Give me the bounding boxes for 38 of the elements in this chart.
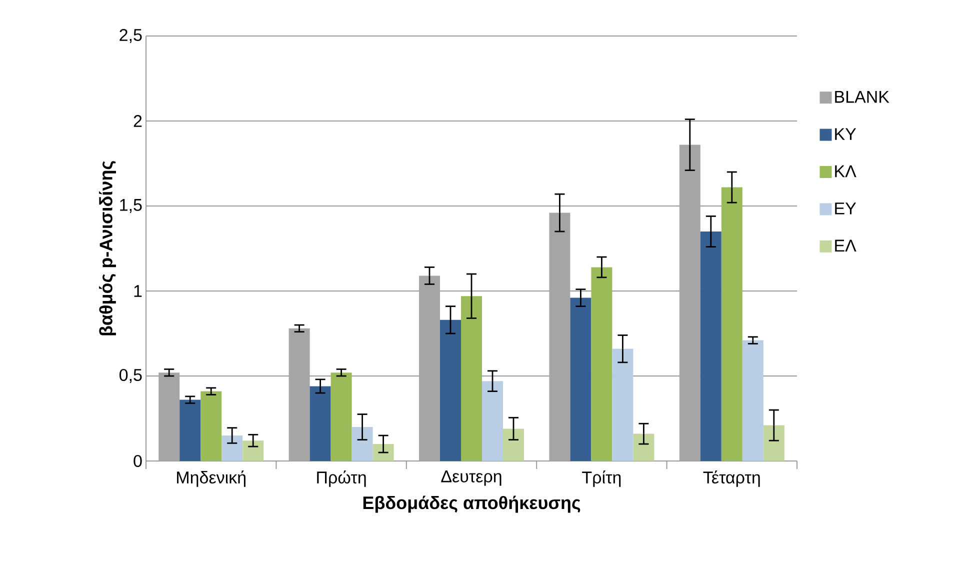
bar — [180, 400, 201, 461]
x-axis-title: Εβδομάδες αποθήκευσης — [363, 496, 580, 513]
legend-label: ΚΥ — [835, 128, 856, 140]
bar — [591, 267, 612, 461]
x-tick-label: Πρώτη — [317, 470, 366, 487]
y-axis-title: βαθμός p-Ανισιδίνης — [98, 161, 116, 336]
bar — [633, 434, 654, 461]
y-tick-label: 1 — [134, 285, 142, 297]
bar — [482, 381, 503, 461]
y-tick-label: 0,5 — [119, 368, 142, 384]
bar — [570, 298, 592, 461]
legend-label: ΕΥ — [835, 202, 856, 214]
legend-label: ΕΛ — [835, 240, 856, 252]
bar — [330, 372, 352, 461]
bar — [440, 320, 461, 461]
bar — [612, 348, 634, 461]
y-tick-label: 1,5 — [120, 199, 142, 213]
x-tick-label: Τρίτη — [582, 470, 621, 487]
legend-label: ΚΛ — [835, 165, 856, 178]
bar — [372, 444, 394, 461]
bar — [742, 340, 764, 461]
bar — [503, 428, 524, 461]
bar — [200, 391, 222, 461]
y-tick-label: 2 — [134, 115, 142, 127]
x-tick-label: Δευτερη — [441, 470, 502, 486]
bar — [222, 436, 243, 461]
bar — [242, 440, 264, 461]
y-tick-label: 2,5 — [120, 28, 142, 44]
legend-label: BLANK — [835, 91, 890, 103]
x-tick-label: Τέταρτη — [703, 470, 760, 487]
bar — [461, 296, 482, 461]
bar — [763, 425, 784, 461]
y-tick-label: 0 — [134, 454, 142, 468]
bar — [721, 187, 742, 461]
bar — [352, 427, 373, 461]
x-tick-label: Μηδενική — [177, 470, 246, 487]
bar — [700, 232, 722, 461]
bar — [310, 386, 331, 461]
